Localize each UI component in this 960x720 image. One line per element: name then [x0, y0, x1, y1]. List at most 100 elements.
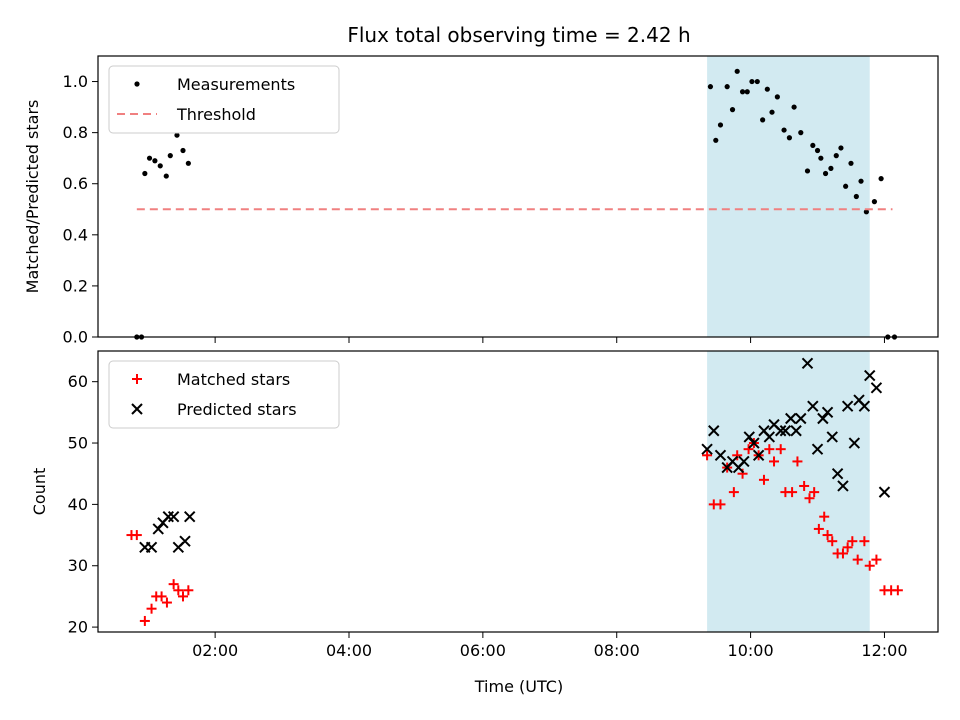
- x-tick-label: 08:00: [594, 641, 640, 660]
- y-tick-label: 20: [68, 618, 88, 637]
- data-point: [749, 78, 755, 85]
- data-point: [707, 84, 714, 90]
- legend-marker: [131, 403, 143, 415]
- data-point: [146, 603, 157, 614]
- data-point: [161, 597, 172, 608]
- data-point: [729, 107, 736, 113]
- data-point: [810, 142, 816, 149]
- x-tick-label: 02:00: [192, 641, 238, 660]
- x-tick-label: 10:00: [728, 641, 774, 660]
- legend-label: Measurements: [177, 75, 295, 94]
- data-point: [715, 499, 726, 510]
- data-point: [708, 425, 720, 437]
- data-point: [743, 431, 755, 443]
- data-point: [152, 523, 164, 535]
- data-point: [798, 130, 804, 136]
- plot-frame: [97, 55, 939, 338]
- data-point: [858, 178, 864, 184]
- chart-title: Flux total observing time = 2.42 h: [347, 23, 690, 47]
- data-point: [878, 486, 891, 498]
- data-point: [892, 585, 903, 596]
- data-point: [871, 554, 882, 565]
- data-point: [833, 153, 839, 159]
- data-point: [804, 168, 811, 174]
- data-point: [863, 209, 869, 215]
- legend-entry: Predicted stars: [131, 400, 297, 419]
- data-point: [713, 137, 719, 143]
- data-point: [142, 170, 148, 177]
- data-point: [822, 530, 833, 541]
- data-point: [807, 400, 819, 412]
- data-point: [743, 444, 754, 455]
- x-tick-label: 12:00: [861, 641, 907, 660]
- data-point: [859, 536, 870, 547]
- y-tick-label: 0.6: [63, 174, 88, 193]
- y-axis-label: Count: [30, 468, 49, 516]
- data-point: [167, 153, 173, 159]
- data-point: [775, 444, 786, 455]
- data-point: [702, 450, 713, 461]
- series-measurements: [134, 68, 898, 340]
- data-point: [878, 176, 884, 182]
- legend-label: Predicted stars: [177, 400, 297, 419]
- data-point: [871, 199, 878, 205]
- data-point: [852, 554, 863, 565]
- data-point: [811, 443, 824, 455]
- data-point: [183, 585, 194, 596]
- data-point: [792, 456, 803, 467]
- series-predicted-stars: [139, 357, 891, 554]
- data-point: [701, 443, 713, 455]
- data-point: [828, 165, 834, 171]
- data-point: [752, 449, 765, 462]
- legend-label: Matched stars: [177, 370, 290, 389]
- legend-box: [108, 65, 340, 134]
- legend-box: [108, 360, 340, 429]
- data-point: [179, 535, 191, 547]
- data-point: [804, 493, 815, 504]
- legend-marker: [132, 374, 142, 384]
- data-point: [131, 530, 142, 541]
- legend-entry: Measurements: [134, 75, 295, 94]
- data-point: [801, 357, 814, 369]
- data-point: [714, 449, 727, 462]
- data-point: [814, 147, 821, 154]
- data-point: [178, 591, 189, 602]
- data-point: [779, 425, 792, 437]
- data-point: [795, 412, 807, 425]
- data-point: [864, 560, 875, 571]
- x-tick-label: 04:00: [326, 641, 372, 660]
- y-tick-label: 0.2: [63, 276, 88, 295]
- bottom-panel: 20 30 40 50 60 02:00 04:00 06:00 08:00 10:00 12:00…: [30, 350, 939, 660]
- data-point: [728, 487, 739, 498]
- data-point: [848, 437, 861, 449]
- data-point: [738, 455, 750, 468]
- data-point: [817, 412, 829, 425]
- data-point: [818, 155, 824, 161]
- data-point: [724, 84, 730, 90]
- data-point: [760, 117, 766, 123]
- data-point: [781, 127, 787, 133]
- data-point: [870, 382, 883, 394]
- data-point: [764, 444, 775, 455]
- data-point: [821, 406, 834, 419]
- data-point: [769, 456, 780, 467]
- data-point: [790, 425, 802, 437]
- data-point: [734, 68, 740, 74]
- data-point: [791, 104, 797, 110]
- data-point: [763, 431, 776, 443]
- data-point: [157, 163, 163, 169]
- data-point: [774, 94, 780, 100]
- data-point: [162, 510, 174, 523]
- data-point: [732, 450, 743, 461]
- data-point: [167, 510, 180, 523]
- data-point: [786, 135, 793, 141]
- data-point: [837, 548, 848, 559]
- data-point: [717, 122, 724, 128]
- data-point: [174, 132, 180, 138]
- data-point: [744, 89, 750, 95]
- data-point: [843, 183, 849, 189]
- x-tick-label: 06:00: [460, 641, 506, 660]
- y-axis-label: Matched/Predicted stars: [23, 100, 42, 294]
- data-point: [183, 510, 196, 523]
